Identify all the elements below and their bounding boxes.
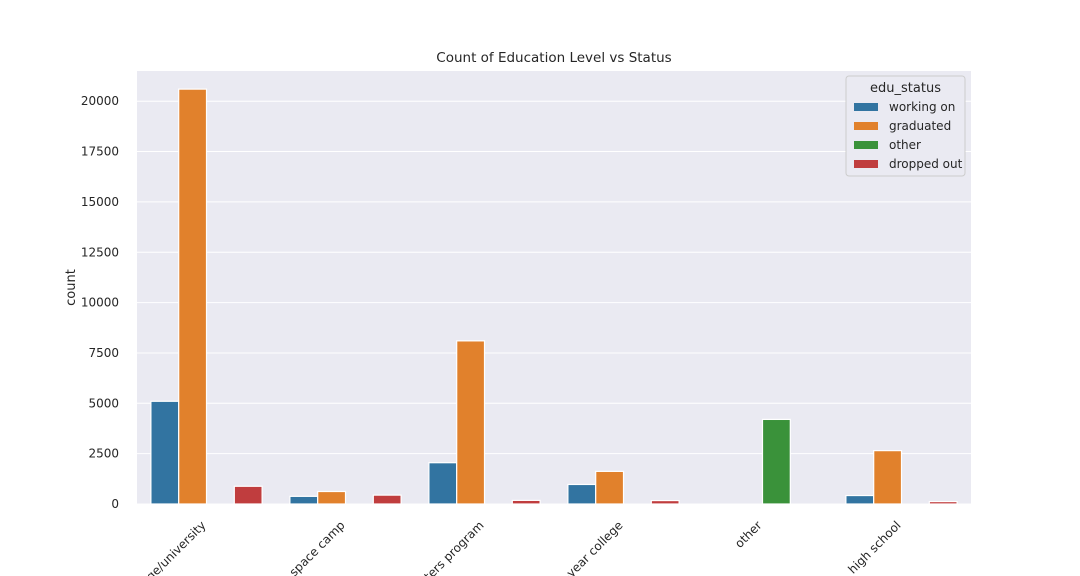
bar (761, 418, 791, 505)
gridlines (137, 100, 971, 505)
bar (511, 499, 541, 505)
legend-swatch (854, 122, 878, 130)
x-tick-label: two-year college (545, 518, 625, 576)
y-axis-label: count (64, 269, 79, 306)
legend-label: working on (889, 100, 955, 114)
y-tick-label: 7500 (88, 346, 119, 360)
x-tick-label: masters program (403, 518, 486, 576)
y-tick-label: 5000 (88, 396, 119, 410)
x-tick-labels: college/university space camp masters prog… (123, 518, 903, 576)
y-tick-labels: 0 2500 5000 7500 10000 12500 15000 17500 20000 (81, 94, 119, 511)
bar (845, 494, 875, 505)
y-tick-label: 10000 (81, 296, 119, 310)
x-tick-label: space camp (287, 518, 348, 576)
y-tick-label: 20000 (81, 94, 119, 108)
bar (372, 494, 402, 505)
legend-title: edu_status (870, 81, 941, 96)
legend-label: dropped out (889, 157, 963, 171)
legend-swatch (854, 141, 878, 149)
y-tick-label: 0 (111, 497, 119, 511)
x-tick-label: high school (845, 518, 903, 576)
bar (595, 470, 625, 505)
bar (178, 88, 208, 505)
legend-label: other (889, 138, 921, 152)
legend-swatch (854, 103, 878, 111)
legend-label: graduated (889, 119, 951, 133)
legend-box (845, 75, 966, 177)
legend: edu_status working on graduated other dropp… (845, 75, 966, 177)
legend-swatch (854, 160, 878, 168)
bar (289, 495, 319, 505)
bar (650, 499, 680, 505)
x-tick-label: other (732, 518, 765, 551)
bar (567, 483, 597, 505)
bar (150, 400, 180, 505)
bar (873, 450, 903, 505)
y-tick-label: 12500 (81, 245, 119, 259)
y-tick-label: 17500 (81, 145, 119, 159)
bar (317, 490, 347, 505)
y-tick-label: 2500 (88, 447, 119, 461)
bar (233, 485, 263, 505)
bars (150, 88, 958, 505)
x-tick-label: college/university (123, 518, 208, 576)
bar (456, 340, 486, 505)
chart-title: Count of Education Level vs Status (436, 50, 671, 66)
y-tick-label: 15000 (81, 195, 119, 209)
bar (928, 500, 958, 505)
bar (428, 462, 458, 505)
plot-background (137, 71, 971, 504)
